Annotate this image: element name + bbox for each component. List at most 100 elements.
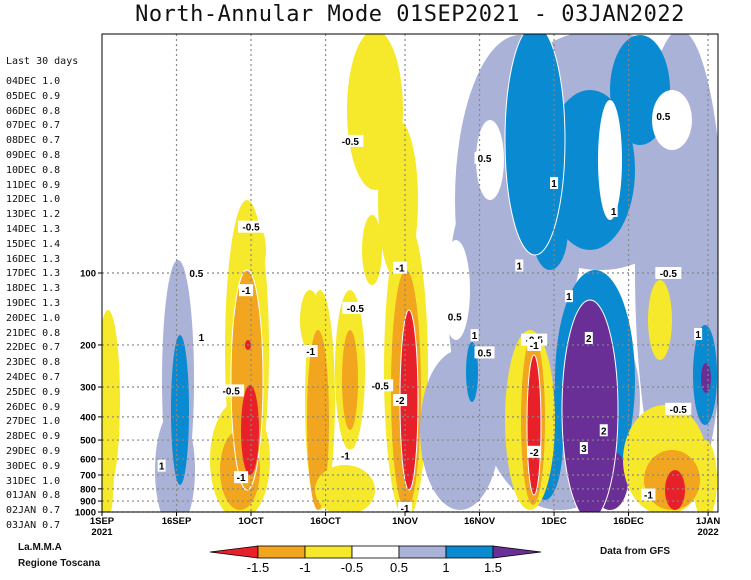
contour-label-bg bbox=[564, 290, 573, 303]
sidebar-row-date: 10DEC bbox=[6, 164, 37, 176]
sidebar-row-value: 0.7 bbox=[42, 120, 61, 132]
sidebar-row-date: 19DEC bbox=[6, 297, 37, 309]
y-tick-label: 100 bbox=[80, 269, 96, 280]
contour-label: 3 bbox=[581, 444, 587, 455]
x-tick-sublabel: 2021 bbox=[91, 527, 113, 538]
sidebar-row: 09DEC 0.8 bbox=[6, 149, 78, 164]
contour-label-bg bbox=[398, 502, 413, 514]
field-region bbox=[701, 363, 711, 393]
colorbar-label: 0.5 bbox=[390, 560, 408, 575]
sidebar-row: 23DEC 0.8 bbox=[6, 356, 78, 371]
sidebar-row-date: 17DEC bbox=[6, 268, 37, 280]
contour-label-bg bbox=[609, 204, 618, 217]
y-tick-label: 1000 bbox=[75, 508, 96, 519]
sidebar-row-date: 25DEC bbox=[6, 386, 37, 398]
sidebar-row: 18DEC 1.3 bbox=[6, 282, 78, 297]
sidebar-row-value: 0.7 bbox=[42, 342, 61, 354]
contour-label-bg bbox=[599, 424, 608, 437]
sidebar-row-date: 23DEC bbox=[6, 357, 37, 369]
x-tick-label: 16DEC bbox=[613, 516, 644, 527]
sidebar-rows: 04DEC 1.0 05DEC 0.9 06DEC 0.8 07DEC 0.7 08DE… bbox=[6, 75, 78, 534]
contour-labels: 0.511-0.5-1-0.5-1-1-0.5-1-0.5-0.5-1-2-10… bbox=[157, 109, 703, 515]
sidebar-row: 03JAN 0.7 bbox=[6, 519, 78, 534]
colorbar-label: 1 bbox=[442, 560, 449, 575]
sidebar-row-value: 1.0 bbox=[42, 416, 61, 428]
sidebar-row: 20DEC 1.0 bbox=[6, 312, 78, 327]
contour-label-bg bbox=[342, 301, 369, 314]
y-tick-label: 400 bbox=[80, 412, 96, 423]
contour-label: -0.5 bbox=[372, 381, 390, 392]
sidebar-row-value: 1.0 bbox=[42, 194, 61, 206]
sidebar-row-value: 0.9 bbox=[42, 431, 61, 443]
sidebar-row: 01JAN 0.8 bbox=[6, 489, 78, 504]
y-tick-label: 900 bbox=[80, 497, 96, 508]
sidebar-row-value: 0.9 bbox=[42, 460, 61, 472]
sidebar-row: 16DEC 1.3 bbox=[6, 253, 78, 268]
sidebar-row: 02JAN 0.7 bbox=[6, 504, 78, 519]
sidebar-row-date: 31DEC bbox=[6, 475, 37, 487]
contour-line bbox=[230, 269, 264, 491]
field-region bbox=[527, 355, 541, 495]
sidebar-row-date: 27DEC bbox=[6, 416, 37, 428]
colorbar-bin bbox=[304, 545, 353, 559]
field-region bbox=[362, 215, 382, 285]
sidebar-row-value: 1.0 bbox=[42, 312, 61, 324]
field-region bbox=[665, 470, 685, 510]
sidebar-row: 15DEC 1.4 bbox=[6, 238, 78, 253]
contour-label-bg bbox=[550, 176, 559, 189]
y-tick-label: 600 bbox=[80, 454, 96, 465]
field-region bbox=[592, 450, 628, 510]
colorbar-label: -0.5 bbox=[341, 560, 363, 575]
contour-label-bg bbox=[157, 459, 166, 472]
colorbar-bin bbox=[445, 545, 494, 559]
contour-label: -1 bbox=[237, 473, 246, 484]
contour-line bbox=[526, 354, 542, 496]
contour-label: -2 bbox=[396, 396, 405, 407]
contour-label-bg bbox=[338, 449, 353, 462]
sidebar-row-date: 21DEC bbox=[6, 327, 37, 339]
sidebar-row-value: 0.9 bbox=[42, 401, 61, 413]
contour-label-bg bbox=[655, 267, 682, 279]
sidebar-row-date: 16DEC bbox=[6, 253, 37, 265]
field-region bbox=[307, 330, 329, 510]
contour-label-bg bbox=[584, 331, 593, 344]
sidebar-row-value: 0.7 bbox=[42, 505, 61, 517]
sidebar-row-value: 1.3 bbox=[42, 297, 61, 309]
contour-label-bg bbox=[393, 394, 408, 407]
contour-label: 0.5 bbox=[478, 348, 492, 359]
field-region bbox=[241, 385, 259, 475]
contour-label-bg bbox=[653, 109, 674, 122]
x-tick-label: 1OCT bbox=[238, 516, 264, 527]
contour-label: 1 bbox=[472, 331, 478, 342]
contour-label-bg bbox=[474, 151, 495, 164]
sidebar-row-value: 0.7 bbox=[42, 519, 61, 531]
sidebar-row: 19DEC 1.3 bbox=[6, 297, 78, 312]
contour-line bbox=[561, 299, 619, 512]
contour-label-bg bbox=[234, 471, 249, 484]
x-tick-label: 16SEP bbox=[162, 516, 192, 527]
sidebar-row-date: 20DEC bbox=[6, 312, 37, 324]
sidebar-row: 22DEC 0.7 bbox=[6, 341, 78, 356]
x-tick-label: 16OCT bbox=[310, 516, 341, 527]
field-region bbox=[171, 335, 189, 485]
contour-label-bg bbox=[527, 445, 542, 458]
colorbar-bin bbox=[398, 545, 447, 559]
contour-label-bg bbox=[367, 379, 394, 392]
contour-line bbox=[504, 34, 566, 256]
x-axis: 1SEP2021 16SEP 1OCT 16OCT 1NOV 16NOV 1DEC 16DEC… bbox=[90, 512, 720, 538]
sidebar-row: 17DEC 1.3 bbox=[6, 267, 78, 282]
sidebar-row: 31DEC 1.0 bbox=[6, 475, 78, 490]
sidebar-row: 14DEC 1.3 bbox=[6, 223, 78, 238]
org-credit: La.M.M.A Regione Toscana bbox=[18, 540, 100, 572]
sidebar-row: 12DEC 1.0 bbox=[6, 193, 78, 208]
sidebar-row-date: 11DEC bbox=[6, 179, 37, 191]
contour-label-bg bbox=[197, 330, 206, 343]
x-tick-label: 1NOV bbox=[392, 516, 419, 527]
last-30-days-list: Last 30 days 04DEC 1.0 05DEC 0.9 06DEC 0.8… bbox=[6, 56, 78, 534]
contour-label-bg bbox=[238, 220, 265, 233]
sidebar-row-value: 0.8 bbox=[42, 357, 61, 369]
sidebar-row: 07DEC 0.7 bbox=[6, 119, 78, 134]
sidebar-row-value: 0.9 bbox=[42, 179, 61, 191]
sidebar-row-date: 06DEC bbox=[6, 105, 37, 117]
